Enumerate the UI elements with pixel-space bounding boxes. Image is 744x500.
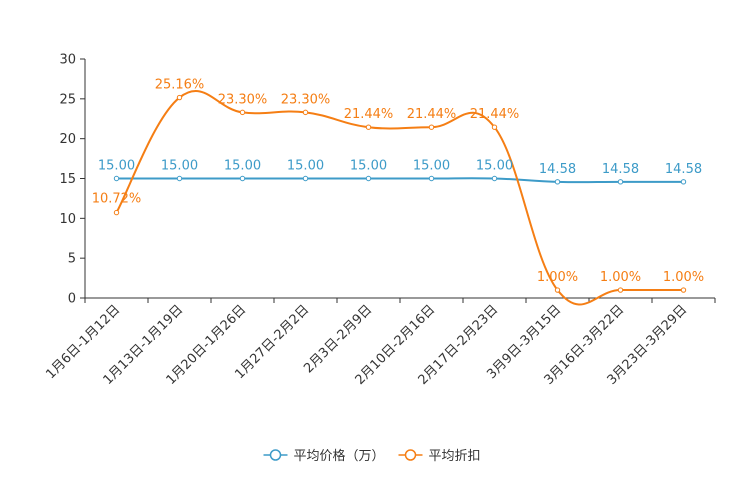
data-label: 1.00%: [663, 270, 704, 285]
data-label: 14.58: [665, 162, 702, 177]
data-point[interactable]: [176, 94, 183, 101]
data-label: 23.30%: [218, 92, 268, 107]
data-point[interactable]: [176, 175, 183, 182]
axes: 0510152025301月6日-1月12日1月13日-1月19日1月20日-1…: [43, 53, 716, 388]
data-point[interactable]: [680, 179, 687, 185]
data-point[interactable]: [302, 175, 309, 182]
data-point[interactable]: [239, 175, 246, 182]
series-line-1: [115, 90, 684, 306]
legend-label: 平均价格（万）: [294, 448, 385, 464]
data-point[interactable]: [491, 175, 498, 182]
legend-label: 平均折扣: [429, 449, 481, 464]
data-point[interactable]: [680, 287, 687, 293]
legend[interactable]: 平均价格（万） 平均折扣: [263, 448, 481, 464]
data-label: 15.00: [161, 159, 198, 174]
data-label: 15.00: [98, 159, 135, 174]
y-tick-label: 25: [59, 92, 76, 107]
data-label: 1.00%: [537, 270, 578, 285]
data-label: 15.00: [287, 159, 324, 174]
data-point[interactable]: [428, 175, 435, 182]
data-label: 21.44%: [470, 107, 520, 122]
data-label: 1.00%: [600, 270, 641, 285]
legend-item-0[interactable]: 平均价格（万）: [263, 448, 385, 464]
data-label: 10.72%: [92, 192, 142, 207]
data-label: 14.58: [539, 162, 576, 177]
data-point[interactable]: [113, 175, 120, 182]
data-point[interactable]: [365, 175, 372, 182]
legend-marker-icon: [404, 449, 417, 461]
data-point[interactable]: [302, 109, 309, 116]
data-label: 21.44%: [407, 107, 457, 122]
y-tick-label: 30: [59, 53, 76, 68]
data-label: 25.16%: [155, 78, 205, 93]
data-label: 15.00: [224, 159, 261, 174]
data-label: 21.44%: [344, 107, 394, 122]
legend-item-1[interactable]: 平均折扣: [398, 449, 481, 464]
data-label: 15.00: [413, 159, 450, 174]
data-point[interactable]: [617, 287, 624, 293]
data-point[interactable]: [617, 179, 624, 185]
y-tick-label: 20: [59, 132, 76, 147]
data-point[interactable]: [491, 124, 498, 130]
legend-marker-icon: [269, 449, 282, 461]
data-point[interactable]: [428, 124, 435, 130]
data-point[interactable]: [554, 287, 561, 293]
y-tick-label: 10: [59, 212, 76, 227]
y-tick-label: 15: [59, 172, 76, 187]
y-tick-label: 5: [68, 252, 76, 267]
data-label: 23.30%: [281, 92, 331, 107]
data-point[interactable]: [239, 109, 246, 116]
data-labels: 15.00 15.00 15.00 15.00 15.00 15.00 15.00 14.58…: [92, 78, 704, 285]
data-label: 14.58: [602, 162, 639, 177]
data-point[interactable]: [113, 209, 120, 216]
data-point[interactable]: [554, 179, 561, 185]
data-point[interactable]: [365, 124, 372, 130]
series-line-0: [116, 177, 684, 184]
data-label: 15.00: [476, 159, 513, 174]
data-label: 15.00: [350, 159, 387, 174]
series-lines: [113, 90, 687, 306]
y-tick-label: 0: [68, 292, 76, 307]
